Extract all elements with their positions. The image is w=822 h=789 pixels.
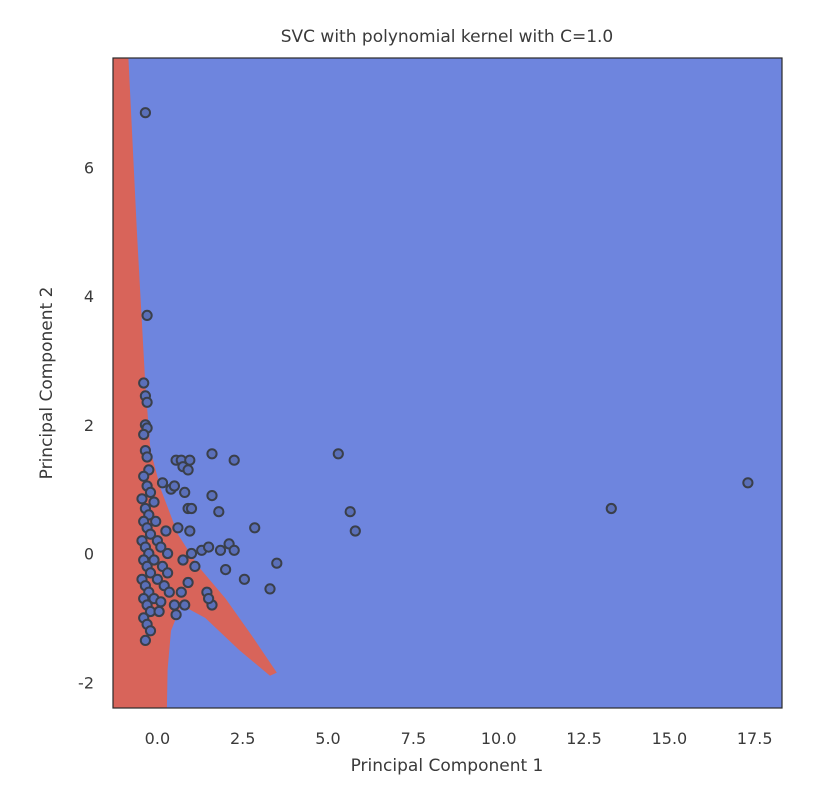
decision-region-class-1 [113, 58, 277, 708]
data-point [175, 586, 187, 598]
data-point [214, 544, 227, 556]
y-tick-label: 4 [84, 287, 94, 306]
data-point [189, 560, 201, 573]
y-axis-label: Principal Component 2 [37, 287, 57, 480]
data-point [139, 634, 151, 647]
data-point [179, 486, 191, 498]
data-point [162, 567, 174, 579]
x-tick-label: 12.5 [566, 729, 602, 748]
data-point [344, 506, 356, 518]
chart-title: SVC with polynomial kernel with C=1.0 [281, 27, 614, 47]
data-point [155, 596, 167, 608]
plot-area [113, 58, 782, 708]
y-tick-label: 0 [84, 545, 94, 564]
y-tick-label: 6 [84, 158, 94, 177]
data-point [148, 554, 160, 566]
data-point [139, 107, 151, 119]
data-point [156, 477, 169, 489]
data-point [141, 309, 153, 321]
data-point [264, 583, 276, 595]
data-point [155, 541, 167, 553]
data-point [170, 609, 182, 621]
data-point [168, 599, 180, 611]
x-tick-label: 2.5 [230, 729, 255, 748]
data-point [172, 522, 184, 534]
data-point [605, 502, 617, 515]
data-point [148, 496, 160, 508]
data-point [138, 377, 150, 389]
data-point [168, 480, 180, 492]
data-point [184, 525, 196, 537]
data-point [150, 515, 162, 528]
data-point [144, 567, 157, 579]
data-point [141, 451, 153, 463]
data-point [185, 502, 198, 515]
x-tick-label: 5.0 [315, 729, 340, 748]
data-point [160, 525, 172, 537]
data-point [271, 557, 283, 569]
data-point [177, 554, 189, 566]
y-tick-label: -2 [78, 673, 94, 692]
data-point [151, 573, 163, 585]
x-tick-label: 0.0 [145, 729, 170, 748]
data-point [206, 490, 218, 502]
data-point [206, 448, 218, 460]
data-point [238, 573, 250, 585]
data-point [203, 593, 215, 605]
x-tick-label: 15.0 [652, 729, 688, 748]
data-point [185, 547, 198, 560]
data-point [332, 448, 344, 460]
data-point [144, 528, 157, 540]
data-point [144, 625, 157, 637]
data-point [138, 428, 150, 441]
data-point [141, 396, 153, 408]
plot-frame [112, 57, 783, 709]
x-tick-label: 10.0 [481, 729, 517, 748]
data-point [179, 599, 191, 611]
data-point [138, 470, 150, 482]
data-point [249, 522, 261, 534]
data-point [228, 454, 240, 466]
data-point [184, 454, 196, 466]
data-point [203, 541, 215, 553]
data-point [153, 605, 165, 618]
data-point [220, 564, 232, 576]
x-tick-label: 7.5 [401, 729, 426, 748]
data-point [182, 576, 194, 589]
y-tick-label: 2 [84, 416, 94, 435]
data-point [144, 486, 157, 498]
data-point [163, 586, 175, 598]
data-point [213, 506, 225, 518]
data-point [136, 493, 148, 505]
data-point [162, 547, 174, 560]
data-point [228, 544, 240, 556]
axis-ticks: 0.0 2.5 5.0 7.5 10.0 12.5 15.0 17.5 -2 0 2 4 6 [78, 158, 772, 748]
x-axis-label: Principal Component 1 [351, 756, 544, 776]
data-point [349, 525, 361, 537]
data-point [182, 464, 194, 476]
x-tick-label: 17.5 [737, 729, 773, 748]
data-point [742, 477, 754, 489]
